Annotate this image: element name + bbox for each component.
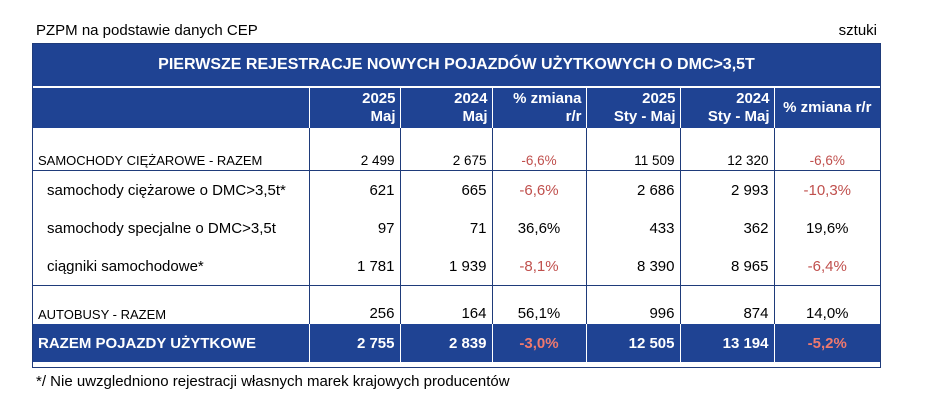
- cell-change-ytd: -6,6%: [774, 128, 880, 171]
- row-label: ciągniki samochodowe*: [33, 247, 310, 286]
- cell-change-ytd: 19,6%: [805, 219, 849, 237]
- header-line: 2024: [736, 90, 770, 107]
- row-label: samochody specjalne o DMC>3,5t: [33, 209, 310, 247]
- row-label: RAZEM POJAZDY UŻYTKOWE: [33, 324, 310, 362]
- header-line: Sty - Maj: [707, 108, 770, 125]
- cell-2024-ytd: 12 320: [680, 128, 775, 171]
- cell-2024-may: 2 675: [400, 128, 493, 171]
- registrations-table-panel: PIERWSZE REJESTRACJE NOWYCH POJAZDÓW UŻY…: [32, 43, 881, 368]
- cell-change-ytd: -6,4%: [807, 257, 847, 275]
- cell-2025-ytd: 2 686: [586, 170, 681, 209]
- table-row: ciągniki samochodowe* 1 781 1 939 -8,1% …: [33, 247, 880, 286]
- header-2025-may: 2025 Maj: [309, 88, 401, 128]
- cell-2025-ytd: 433: [586, 209, 681, 247]
- header-line: 2024: [454, 90, 488, 107]
- cell-2024-ytd: 2 993: [680, 170, 775, 209]
- registrations-table: 2025 Maj 2024 Maj % zmiana r/r 2025 Sty …: [33, 88, 880, 362]
- cell-2024-may: 1 939: [400, 247, 493, 286]
- header-line: Maj: [462, 108, 488, 125]
- cell-2025-may: 2 499: [309, 128, 401, 171]
- cell-2025-may: 621: [309, 170, 401, 209]
- total-row: RAZEM POJAZDY UŻYTKOWE 2 755 2 839 -3,0%…: [33, 324, 880, 362]
- cell-2024-may: 2 839: [400, 324, 493, 362]
- cell-2025-ytd: 996: [586, 285, 681, 324]
- cell-2025-ytd: 11 509: [586, 128, 681, 171]
- header-change-ytd: % zmiana r/r: [774, 88, 880, 128]
- row-label: samochody ciężarowe o DMC>3,5t*: [33, 170, 310, 209]
- cell-2025-may: 2 755: [309, 324, 401, 362]
- header-line: % zmiana r/r: [783, 99, 872, 116]
- table-row: samochody specjalne o DMC>3,5t 97 71 36,…: [33, 209, 880, 247]
- table-row: AUTOBUSY - RAZEM 256 164 56,1% 996 874 1…: [33, 285, 880, 324]
- cell-change-may: -6,6%: [492, 128, 587, 171]
- cell-change-ytd: -5,2%: [774, 324, 880, 362]
- cell-2024-ytd: 362: [680, 209, 775, 247]
- header-line: Maj: [370, 108, 396, 125]
- table-row: samochody ciężarowe o DMC>3,5t* 621 665 …: [33, 170, 880, 209]
- table-title: PIERWSZE REJESTRACJE NOWYCH POJAZDÓW UŻY…: [33, 44, 880, 88]
- cell-2025-may: 1 781: [309, 247, 401, 286]
- header-line: r/r: [565, 108, 582, 125]
- table-row: SAMOCHODY CIĘŻAROWE - RAZEM 2 499 2 675 …: [33, 128, 880, 171]
- cell-change-may: 36,6%: [492, 209, 587, 247]
- cell-2024-ytd: 8 965: [680, 247, 775, 286]
- cell-change-may: -8,1%: [492, 247, 587, 286]
- cell-2024-may: 164: [400, 285, 493, 324]
- cell-change-ytd: 14,0%: [774, 285, 880, 324]
- cell-change-may: -3,0%: [492, 324, 587, 362]
- row-label: SAMOCHODY CIĘŻAROWE - RAZEM: [33, 128, 310, 171]
- cell-2024-ytd: 874: [680, 285, 775, 324]
- header-2024-may: 2024 Maj: [400, 88, 493, 128]
- cell-2025-ytd: 12 505: [586, 324, 681, 362]
- header-line: 2025: [642, 90, 676, 107]
- cell-2024-ytd: 13 194: [680, 324, 775, 362]
- header-line: Sty - Maj: [613, 108, 676, 125]
- cell-2025-may: 97: [309, 209, 401, 247]
- cell-2024-may: 71: [400, 209, 493, 247]
- unit-label: sztuki: [838, 22, 877, 39]
- header-category: [33, 88, 310, 128]
- footnote: */ Nie uwzgledniono rejestracji własnych…: [36, 373, 510, 390]
- row-label: AUTOBUSY - RAZEM: [33, 285, 310, 324]
- table-header-row: 2025 Maj 2024 Maj % zmiana r/r 2025 Sty …: [33, 88, 880, 128]
- cell-2025-ytd: 8 390: [586, 247, 681, 286]
- cell-change-may: 56,1%: [492, 285, 587, 324]
- header-line: 2025: [362, 90, 396, 107]
- cell-2024-may: 665: [400, 170, 493, 209]
- cell-change-may: -6,6%: [492, 170, 587, 209]
- header-line: % zmiana: [513, 90, 582, 107]
- header-2025-ytd: 2025 Sty - Maj: [586, 88, 681, 128]
- cell-2025-may: 256: [309, 285, 401, 324]
- cell-change-ytd: -10,3%: [803, 181, 852, 199]
- source-note: PZPM na podstawie danych CEP: [36, 22, 258, 39]
- header-change-may: % zmiana r/r: [492, 88, 587, 128]
- header-2024-ytd: 2024 Sty - Maj: [680, 88, 775, 128]
